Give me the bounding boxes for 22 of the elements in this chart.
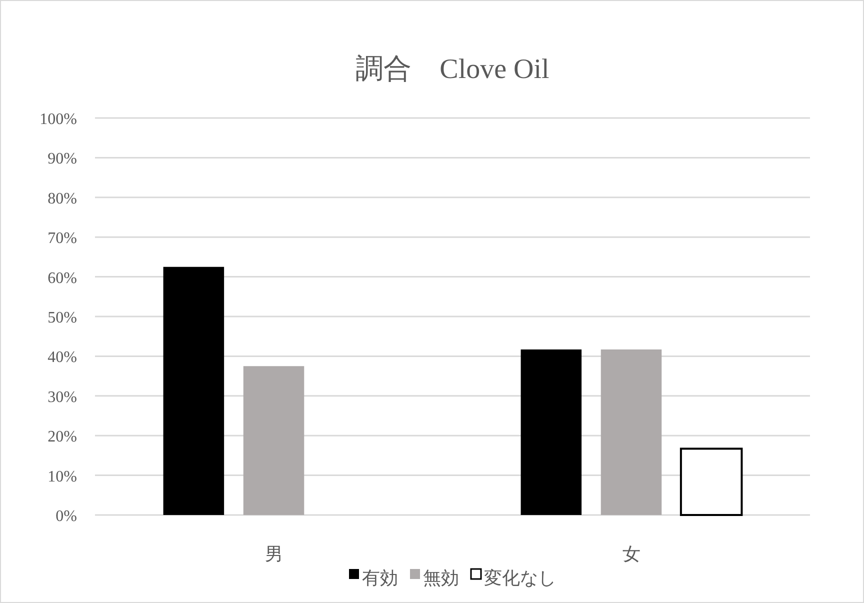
bar [243, 366, 304, 515]
y-tick-label: 100% [40, 111, 77, 128]
bar [600, 349, 662, 515]
bar [520, 349, 582, 515]
bar [680, 448, 743, 516]
chart-title: 調合 Clove Oil [356, 54, 550, 85]
y-tick-label: 90% [48, 150, 77, 168]
y-tick-label: 10% [48, 468, 77, 486]
y-tick-label: 30% [48, 388, 77, 406]
y-tick-label: 40% [48, 349, 77, 366]
y-tick-label: 80% [48, 190, 77, 208]
y-tick-label: 50% [48, 310, 77, 326]
legend-label: 変化なし [484, 568, 556, 588]
bar [163, 266, 224, 515]
x-tick-label: 女 [622, 544, 640, 564]
y-tick-label: 0% [56, 508, 77, 525]
y-tick-label: 70% [48, 230, 77, 248]
y-tick-label: 20% [48, 428, 77, 446]
x-tick-label: 男 [264, 544, 283, 564]
y-tick-label: 60% [48, 270, 77, 287]
legend-label: 無効 [423, 568, 459, 588]
legend-label: 有効 [362, 568, 398, 588]
